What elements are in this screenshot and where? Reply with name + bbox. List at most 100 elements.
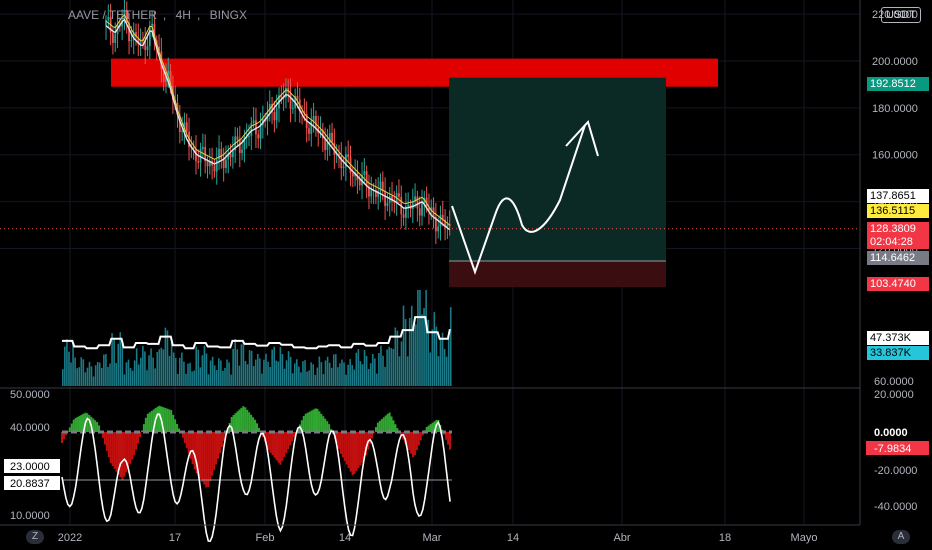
- volume-bar: [384, 366, 386, 386]
- volume-bar: [261, 373, 263, 386]
- volume-bar: [415, 324, 417, 386]
- volume-bar: [248, 350, 251, 386]
- symbol-label: AAVE / TETHER: [68, 8, 157, 22]
- volume-bar: [195, 346, 198, 386]
- candle-body: [344, 154, 347, 167]
- y-tick-label: 220.0000: [872, 9, 918, 21]
- ma1-price-label: 137.8651: [867, 189, 929, 203]
- volume-bar: [226, 359, 228, 386]
- volume-bar: [78, 367, 81, 386]
- right-axis-label: 0.0000: [874, 427, 908, 439]
- right-axis-label: -20.0000: [874, 465, 917, 477]
- currency-button[interactable]: USDT: [881, 7, 921, 23]
- candle-body: [137, 37, 140, 44]
- candle-body: [326, 142, 329, 150]
- volume-bar: [76, 368, 78, 386]
- candle-body: [114, 34, 117, 43]
- volume-bar: [111, 333, 113, 386]
- candle-body: [365, 171, 368, 187]
- candle-body: [285, 87, 287, 98]
- volume-bar: [82, 359, 85, 386]
- zoom-button[interactable]: Z: [26, 530, 44, 544]
- candle-body: [169, 71, 172, 87]
- volume-bar: [367, 369, 370, 386]
- volume-bar: [435, 326, 438, 386]
- x-tick-label: Mayo: [791, 532, 818, 544]
- stop-zone: [449, 260, 666, 288]
- auto-scale-button[interactable]: A: [892, 530, 910, 544]
- volume-bar: [343, 362, 345, 386]
- volume-bar: [164, 327, 167, 386]
- right-axis-badge: [866, 441, 929, 455]
- volume-bar: [283, 368, 286, 386]
- volume-bar: [224, 367, 226, 386]
- x-tick-label: Mar: [423, 532, 442, 544]
- volume-bar: [304, 360, 306, 386]
- candle-body: [241, 149, 243, 154]
- volume-bar: [137, 364, 140, 386]
- candle-body: [197, 161, 200, 163]
- volume-bar: [279, 347, 282, 386]
- candle-body: [340, 156, 343, 169]
- volume-bar: [152, 357, 154, 386]
- interval-label: 4H: [175, 8, 191, 22]
- volume-bar: [398, 356, 401, 386]
- volume-bar: [146, 370, 148, 386]
- candle-body: [248, 136, 250, 138]
- volume-bar: [94, 365, 97, 386]
- candle-body: [296, 95, 299, 100]
- candle-body: [358, 180, 361, 186]
- left-axis-label: 20.8837: [10, 478, 50, 490]
- volume-bar: [179, 357, 181, 386]
- candle-body: [183, 122, 186, 131]
- volume-bar: [215, 370, 218, 386]
- volume-bar: [254, 359, 257, 386]
- volume-bar: [281, 353, 284, 386]
- volume-bar: [322, 374, 325, 386]
- candle-body: [132, 32, 135, 41]
- volume-bar: [273, 346, 276, 386]
- volume-bar: [135, 348, 138, 386]
- volume-bar: [302, 361, 304, 386]
- volume-bar: [228, 362, 230, 386]
- candle-body: [331, 132, 333, 143]
- volume-bar: [382, 355, 384, 386]
- candle-body: [319, 129, 322, 133]
- volume-bar: [441, 332, 444, 386]
- volume-bar: [439, 339, 442, 386]
- candle-body: [381, 181, 384, 192]
- candle-body: [347, 154, 350, 158]
- volume-bar: [289, 356, 292, 386]
- candle-body: [411, 201, 414, 209]
- volume-bar: [232, 348, 234, 386]
- candle-body: [208, 160, 211, 167]
- volume-bar: [328, 362, 331, 386]
- oscillator-panel: [61, 405, 452, 543]
- candle-body: [434, 216, 437, 232]
- y-tick-label: 160.0000: [872, 150, 918, 162]
- candle-body: [446, 224, 449, 228]
- volume-bar: [400, 341, 403, 386]
- candle-body: [404, 206, 407, 218]
- volume-bar: [90, 366, 93, 386]
- volume-bar: [390, 348, 393, 386]
- volume-bar: [376, 373, 378, 386]
- volume-bar: [355, 352, 358, 386]
- candle-body: [271, 103, 273, 113]
- candle-body: [151, 23, 154, 27]
- candle-body: [162, 68, 165, 82]
- volume-bar: [337, 367, 339, 386]
- candle-body: [308, 128, 310, 134]
- candle-body: [255, 120, 257, 135]
- candle-body: [245, 137, 248, 139]
- take-profit-label: 192.8512: [867, 77, 929, 91]
- volume-bar: [378, 353, 380, 386]
- volume-bar: [335, 354, 337, 386]
- candle-body: [391, 196, 393, 202]
- volume-bar: [351, 365, 354, 386]
- candle-body: [195, 148, 197, 162]
- volume-bar: [324, 360, 327, 386]
- candle-body: [377, 190, 380, 197]
- volume-bar: [332, 354, 335, 386]
